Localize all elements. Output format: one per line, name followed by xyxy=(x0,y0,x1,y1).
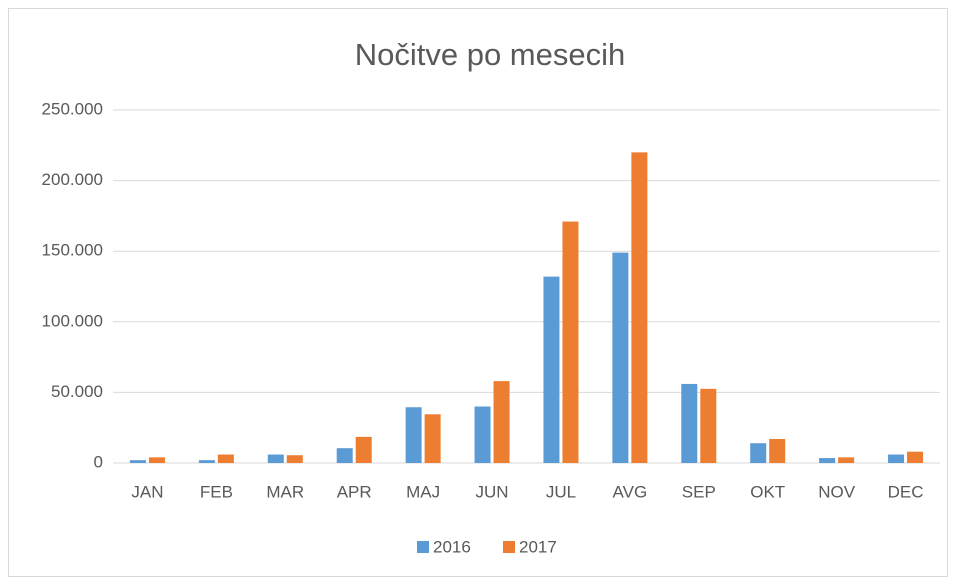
x-tick-label: OKT xyxy=(750,482,785,501)
bar xyxy=(700,388,717,463)
legend-swatch xyxy=(417,541,429,553)
x-tick-label: JUL xyxy=(546,482,576,501)
x-tick-label: FEB xyxy=(200,482,233,501)
x-tick-label: AVG xyxy=(613,482,648,501)
x-tick-label: MAJ xyxy=(406,482,440,501)
bar xyxy=(819,458,836,463)
bar xyxy=(888,454,905,463)
chart-border xyxy=(8,8,948,577)
bar xyxy=(129,460,146,463)
x-tick-label: MAR xyxy=(266,482,304,501)
legend-label: 2017 xyxy=(519,537,557,556)
x-tick-label: NOV xyxy=(818,482,856,501)
x-tick-label: DEC xyxy=(888,482,924,501)
bar xyxy=(424,414,441,463)
x-tick-label: JAN xyxy=(131,482,163,501)
x-tick-label: APR xyxy=(337,482,372,501)
y-tick-label: 200.000 xyxy=(42,170,103,189)
bar xyxy=(681,383,698,463)
bar xyxy=(493,381,510,463)
bar xyxy=(612,252,629,463)
bar xyxy=(907,451,924,463)
chart-title: Nočitve po mesecih xyxy=(355,37,626,72)
x-tick-label: JUN xyxy=(476,482,509,501)
legend-swatch xyxy=(503,541,515,553)
bar xyxy=(631,152,648,464)
bar xyxy=(336,448,353,463)
bar xyxy=(148,457,165,463)
bar xyxy=(769,438,786,463)
y-tick-label: 100.000 xyxy=(42,311,103,330)
bar xyxy=(405,407,422,463)
bar xyxy=(750,443,767,463)
bar xyxy=(543,276,560,463)
legend-label: 2016 xyxy=(433,537,471,556)
y-tick-label: 150.000 xyxy=(42,241,103,260)
bar xyxy=(267,454,284,463)
bar xyxy=(198,460,215,463)
y-tick-label: 250.000 xyxy=(42,99,103,118)
bar xyxy=(838,457,855,463)
x-tick-label: SEP xyxy=(682,482,716,501)
bar xyxy=(217,454,234,463)
y-tick-label: 50.000 xyxy=(51,382,103,401)
bar xyxy=(355,436,372,463)
bar xyxy=(474,406,491,463)
y-tick-label: 0 xyxy=(94,452,103,471)
bar xyxy=(286,455,303,463)
bar xyxy=(562,221,579,463)
